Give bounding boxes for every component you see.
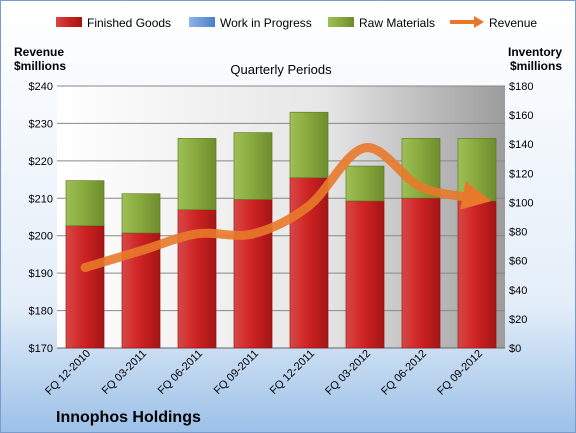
right-tick-label: $100 (509, 197, 533, 209)
bar-raw-materials (457, 138, 497, 202)
left-axis-title-line2: $millions (14, 59, 66, 73)
left-axis-title-line1: Revenue (14, 45, 64, 59)
bar-raw-materials (121, 193, 161, 234)
right-tick-label: $160 (509, 110, 533, 122)
left-tick-label: $180 (29, 306, 53, 318)
right-tick-label: $140 (509, 139, 533, 151)
legend: Finished Goods Work in Progress Raw Mate… (56, 16, 537, 30)
left-axis-ticks: $170 $180 $190 $200 $210 $220 $230 $240 (29, 81, 53, 355)
legend-swatch-work-in-progress (189, 17, 215, 27)
legend-label-finished-goods: Finished Goods (87, 16, 171, 30)
right-tick-label: $180 (509, 81, 533, 93)
brand-name: Innophos Holdings (56, 409, 201, 426)
legend-label-raw-materials: Raw Materials (359, 16, 435, 30)
right-axis-ticks: $0 $20 $40 $60 $80 $100 $120 $140 $160 $180 (509, 81, 533, 355)
left-tick-label: $220 (29, 156, 53, 168)
bar-finished-goods (457, 200, 497, 349)
left-tick-label: $170 (29, 343, 53, 355)
left-tick-label: $230 (29, 118, 53, 130)
bar-raw-materials (233, 132, 273, 200)
revenue-line (80, 143, 492, 273)
legend-item-work-in-progress: Work in Progress (189, 16, 312, 30)
left-tick-label: $200 (29, 231, 53, 243)
right-tick-label: $40 (509, 285, 527, 297)
legend-item-revenue: Revenue (450, 16, 537, 30)
legend-label-work-in-progress: Work in Progress (220, 16, 312, 30)
bar-finished-goods (233, 199, 273, 349)
bar-raw-materials (177, 138, 217, 211)
bar-finished-goods (65, 225, 105, 349)
revenue-line-layer (80, 143, 492, 273)
left-tick-label: $210 (29, 193, 53, 205)
legend-label-revenue: Revenue (489, 16, 537, 30)
legend-swatch-finished-goods (56, 17, 82, 27)
chart-title: Quarterly Periods (230, 62, 332, 77)
legend-swatch-raw-materials (328, 17, 354, 27)
right-axis-title-line1: Inventory (508, 45, 562, 59)
right-axis-title-line2: $millions (510, 59, 562, 73)
left-tick-label: $240 (29, 81, 53, 93)
bar-raw-materials (65, 180, 105, 227)
right-tick-label: $120 (509, 168, 533, 180)
legend-arrow-icon (474, 16, 484, 28)
legend-item-raw-materials: Raw Materials (328, 16, 435, 30)
right-tick-label: $0 (509, 343, 521, 355)
legend-item-finished-goods: Finished Goods (56, 16, 171, 30)
right-tick-label: $80 (509, 227, 527, 239)
left-tick-label: $190 (29, 268, 53, 280)
bar-finished-goods (401, 197, 441, 349)
bar-raw-materials (289, 111, 329, 178)
bar-raw-materials (345, 165, 385, 202)
right-tick-label: $60 (509, 256, 527, 268)
right-tick-label: $20 (509, 314, 527, 326)
bar-finished-goods (345, 200, 385, 349)
